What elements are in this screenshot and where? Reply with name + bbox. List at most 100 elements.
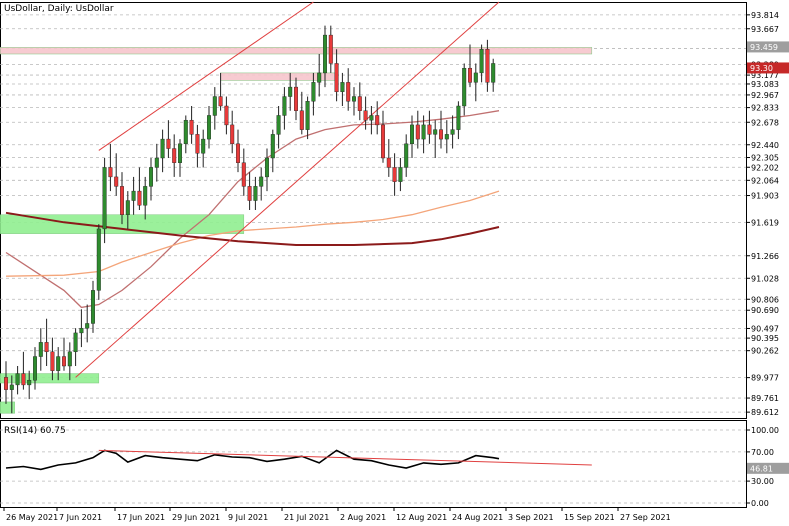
candle-body	[340, 82, 345, 93]
y-tick-label: 92.202	[751, 163, 779, 172]
chart-title: UsDollar, Daily: UsDollar	[4, 4, 114, 14]
x-tick-label: 21 Jul 2021	[284, 513, 329, 522]
candle-body	[415, 124, 420, 140]
moving-average-line	[5, 110, 500, 309]
price-panel-frame	[0, 2, 747, 419]
candle-body	[363, 110, 368, 121]
y-tick-label: 92.833	[751, 104, 779, 113]
candle-body	[172, 148, 177, 163]
candle-body	[392, 167, 397, 182]
candle-body	[346, 82, 351, 102]
candle-body	[299, 110, 304, 130]
candle-body	[404, 143, 409, 168]
candle-body	[177, 143, 182, 163]
candle-body	[85, 323, 90, 329]
y-tick-label: 91.619	[751, 218, 779, 227]
candle-body	[386, 157, 391, 168]
candle-body	[224, 105, 229, 126]
candle-body	[253, 186, 258, 201]
candle-body	[38, 342, 43, 357]
candle-body	[79, 327, 84, 334]
x-tick-label: 17 Jun 2021	[117, 513, 165, 522]
rsi-panel: 100.00 70.00 46.81 30.00 0.00	[0, 426, 789, 508]
rsi-tick-label: 30.00	[751, 477, 774, 486]
candle-body	[456, 105, 461, 130]
rsi-line	[5, 449, 500, 471]
y-tick-label: 91.903	[751, 192, 779, 201]
y-tick-label: 93.177	[751, 71, 779, 80]
y-tick-label: 91.028	[751, 274, 779, 283]
candle-body	[288, 86, 293, 97]
y-tick-label: 92.967	[751, 91, 779, 100]
candle-body	[212, 96, 217, 116]
x-tick-label: 12 Aug 2021	[396, 513, 447, 522]
candle-body	[67, 351, 72, 367]
candle-body	[259, 176, 264, 187]
candle-body	[131, 190, 136, 201]
price-axis: 93.81493.66793.45993.28993.17793.08392.9…	[746, 11, 789, 417]
candle-body	[56, 356, 61, 371]
candle-body	[444, 134, 449, 140]
y-tick-label: 90.262	[751, 347, 779, 356]
rsi-tick-label: 46.81	[750, 464, 773, 473]
y-tick-label: 90.690	[751, 306, 779, 315]
y-tick-label: 90.806	[751, 295, 779, 304]
rsi-line	[98, 449, 592, 466]
candle-body	[485, 49, 490, 83]
candle-body	[125, 200, 130, 215]
candle-body	[230, 124, 235, 145]
trendline	[75, 1, 500, 378]
candle-body	[491, 63, 496, 83]
y-tick-label: 93.083	[751, 80, 779, 89]
x-tick-label: 27 Sep 2021	[620, 513, 671, 522]
candle-body	[189, 119, 194, 135]
candle-body	[183, 119, 188, 145]
candle-body	[433, 129, 438, 135]
candle-body	[21, 373, 26, 386]
candle-body	[33, 356, 38, 381]
candle-body	[294, 86, 299, 111]
candle-body	[247, 186, 252, 201]
candle-body	[265, 157, 270, 178]
candle-body	[410, 124, 415, 145]
candle-body	[421, 124, 426, 140]
candle-body	[195, 134, 200, 154]
candle-body	[352, 96, 357, 102]
x-tick-label: 15 Sep 2021	[564, 513, 615, 522]
rsi-tick-label: 100.00	[751, 426, 779, 435]
candle-body	[241, 162, 246, 187]
y-tick-label: 92.678	[751, 118, 779, 127]
candle-body	[148, 167, 153, 187]
candle-body	[317, 72, 322, 83]
trendlines	[75, 1, 500, 378]
candle-body	[369, 115, 374, 121]
candle-body	[381, 124, 386, 159]
x-tick-label: 24 Aug 2021	[452, 513, 503, 522]
candle-body	[479, 49, 484, 74]
candle-body	[218, 96, 223, 107]
rsi-title: RSI(14) 60.75	[4, 426, 66, 436]
candle-body	[119, 186, 124, 215]
y-tick-label: 92.305	[751, 154, 779, 163]
main-price-grid	[0, 2, 747, 508]
candle-body	[108, 167, 113, 178]
candle-body	[50, 351, 55, 371]
x-tick-label: 26 May 2021	[6, 513, 58, 522]
candle-body	[62, 356, 67, 367]
x-tick-label: 3 Sep 2021	[508, 513, 554, 522]
candle-body	[154, 157, 159, 168]
rsi-tick-label: 70.00	[751, 448, 774, 457]
candle-body	[96, 228, 101, 291]
candle-body	[114, 176, 119, 187]
y-tick-label: 92.440	[751, 141, 779, 150]
price-zone	[0, 47, 593, 55]
candle-body	[201, 138, 206, 154]
x-tick-label: 9 Jul 2021	[228, 513, 268, 522]
candle-body	[15, 373, 20, 386]
price-zone	[0, 401, 15, 414]
candle-body	[137, 190, 142, 206]
rsi-panel-frame	[0, 420, 747, 508]
candle-body	[334, 63, 339, 93]
price-zone	[0, 373, 100, 384]
